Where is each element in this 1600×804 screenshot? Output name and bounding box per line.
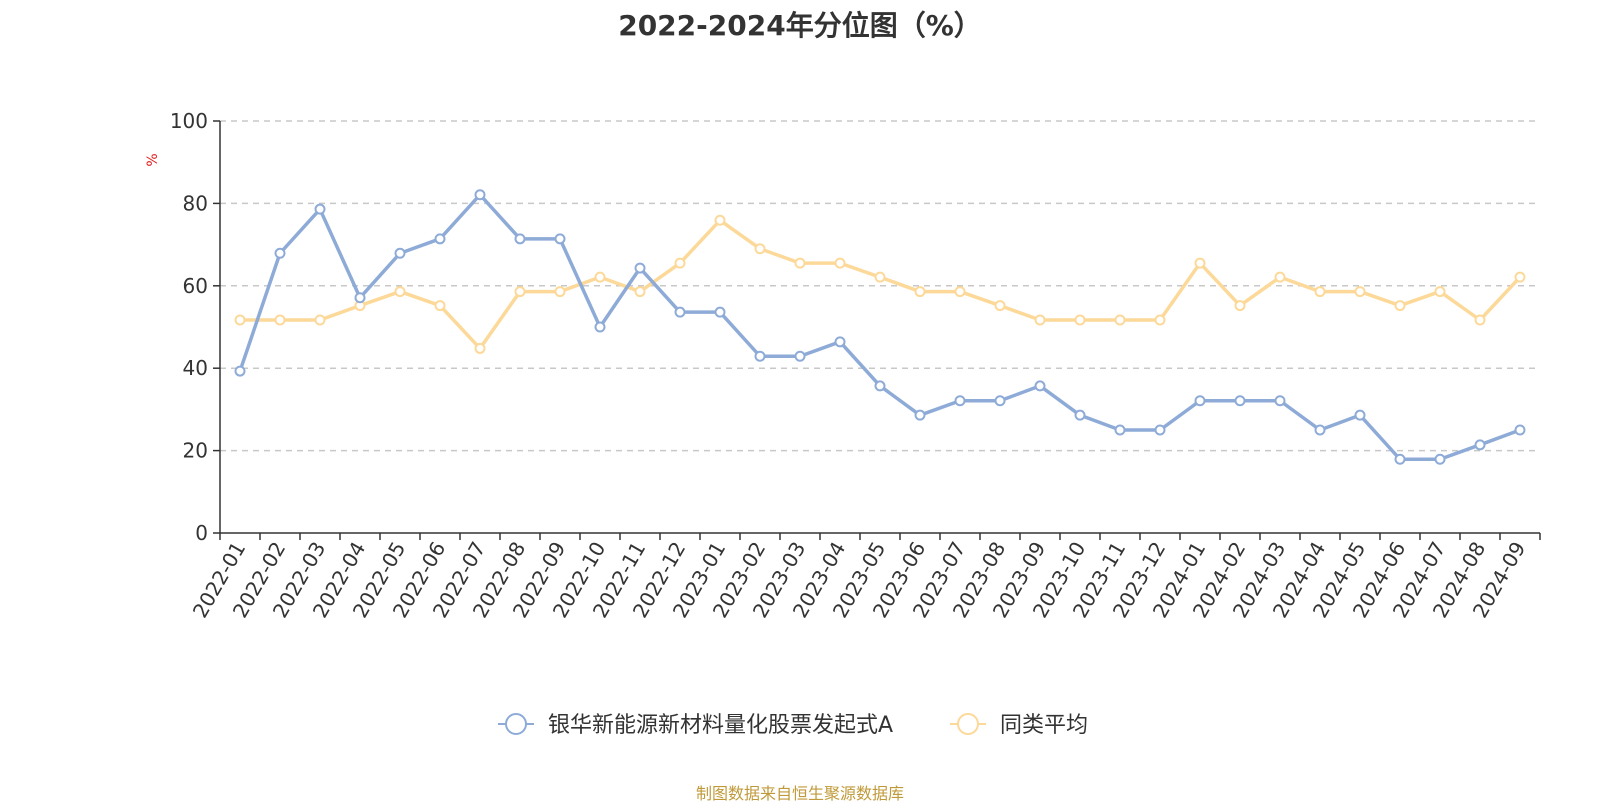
x-tick-labels: 2022-012022-022022-032022-042022-052022-… [188,538,1531,622]
data-point [434,233,446,245]
data-point [714,214,726,226]
legend-label-series-b: 同类平均 [1000,713,1088,738]
data-point [954,286,966,298]
data-point [1234,300,1246,312]
data-point [1194,395,1206,407]
y-tick-labels: 0 20 40 60 80 100 [170,109,208,545]
data-point [1154,424,1166,436]
data-point [1314,424,1326,436]
y-tick-label: 40 [183,356,208,380]
data-point [1434,453,1446,465]
data-point [874,380,886,392]
y-tick-label: 80 [183,191,208,215]
data-point [394,286,406,298]
data-point [994,300,1006,312]
data-point [914,286,926,298]
data-point [834,257,846,269]
legend: 银华新能源新材料量化股票发起式A 同类平均 [498,713,1088,738]
series-line [238,192,1521,462]
data-point [314,203,326,215]
data-point [754,243,766,255]
legend-marker-series-b [957,713,979,735]
series-line [240,218,1522,351]
data-point [234,365,246,377]
axes [213,120,1541,540]
data-point [474,342,486,354]
data-point [394,247,406,259]
data-point [594,321,606,333]
data-point [1274,271,1286,283]
legend-label-series-a: 银华新能源新材料量化股票发起式A [548,713,893,738]
data-point [274,247,286,259]
data-point [514,286,526,298]
data-point [834,336,846,348]
data-point [354,292,366,304]
data-point [1074,409,1086,421]
series-b [234,214,1526,354]
data-point [674,306,686,318]
data-point [314,314,326,326]
data-point [794,257,806,269]
data-point [1474,439,1486,451]
data-point [554,286,566,298]
data-point [954,395,966,407]
data-point [594,271,606,283]
data-point [1074,314,1086,326]
data-point [1154,314,1166,326]
data-point [634,286,646,298]
legend-item-series-a[interactable]: 银华新能源新材料量化股票发起式A [498,713,893,738]
data-point [1114,314,1126,326]
y-tick-label: 100 [170,109,208,133]
data-point [754,350,766,362]
data-point [674,257,686,269]
source-note: 制图数据来自恒生聚源数据库 [695,784,904,803]
data-point [1514,424,1526,436]
data-point [794,350,806,362]
y-axis-unit-label: % [145,153,161,166]
legend-item-series-b[interactable]: 同类平均 [950,713,1088,738]
data-point [234,314,246,326]
data-point [1314,286,1326,298]
data-point [1474,314,1486,326]
grid-lines [220,120,1540,452]
y-tick-label: 0 [195,521,208,545]
data-point [1034,314,1046,326]
legend-marker-series-a [505,713,527,735]
series-lines [234,189,1526,465]
data-point [714,306,726,318]
data-point [434,300,446,312]
data-point [514,233,526,245]
series-a [234,189,1526,465]
data-point [554,233,566,245]
data-point [1354,286,1366,298]
data-point [1274,395,1286,407]
data-point [1114,424,1126,436]
data-point [994,395,1006,407]
data-point [1354,409,1366,421]
data-point [874,271,886,283]
data-point [1234,395,1246,407]
data-point [1394,453,1406,465]
data-point [634,262,646,274]
data-point [1394,300,1406,312]
data-point [1434,286,1446,298]
data-point [914,409,926,421]
data-point [1514,271,1526,283]
data-point [1034,380,1046,392]
data-point [1194,257,1206,269]
chart-title: 2022-2024年分位图（%） [618,9,982,42]
data-point [274,314,286,326]
y-tick-label: 20 [183,439,208,463]
data-point [474,189,486,201]
y-tick-label: 60 [183,274,208,298]
